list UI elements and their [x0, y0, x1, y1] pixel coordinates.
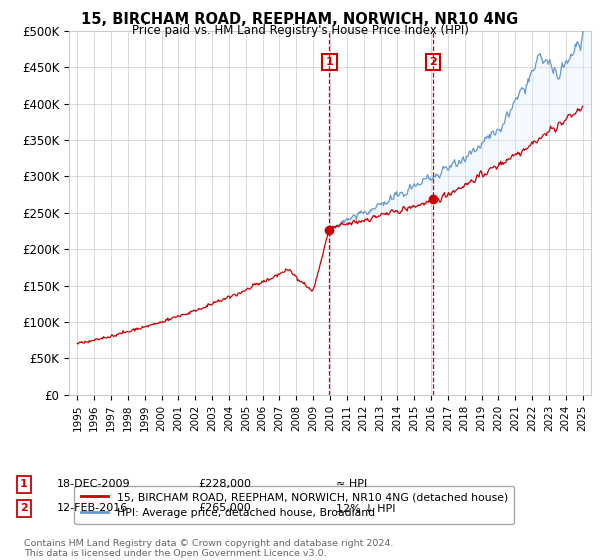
Text: 1: 1: [20, 479, 28, 489]
Text: ≈ HPI: ≈ HPI: [336, 479, 367, 489]
Text: £265,000: £265,000: [198, 503, 251, 514]
Text: Price paid vs. HM Land Registry's House Price Index (HPI): Price paid vs. HM Land Registry's House …: [131, 24, 469, 36]
Text: 18-DEC-2009: 18-DEC-2009: [57, 479, 131, 489]
Text: 2: 2: [429, 57, 437, 67]
Text: Contains HM Land Registry data © Crown copyright and database right 2024.
This d: Contains HM Land Registry data © Crown c…: [24, 539, 394, 558]
Legend: 15, BIRCHAM ROAD, REEPHAM, NORWICH, NR10 4NG (detached house), HPI: Average pric: 15, BIRCHAM ROAD, REEPHAM, NORWICH, NR10…: [74, 486, 514, 524]
Text: £228,000: £228,000: [198, 479, 251, 489]
Text: 2: 2: [20, 503, 28, 514]
Text: 12-FEB-2016: 12-FEB-2016: [57, 503, 128, 514]
Text: 15, BIRCHAM ROAD, REEPHAM, NORWICH, NR10 4NG: 15, BIRCHAM ROAD, REEPHAM, NORWICH, NR10…: [82, 12, 518, 27]
Text: 12% ↓ HPI: 12% ↓ HPI: [336, 503, 395, 514]
Text: 1: 1: [325, 57, 333, 67]
